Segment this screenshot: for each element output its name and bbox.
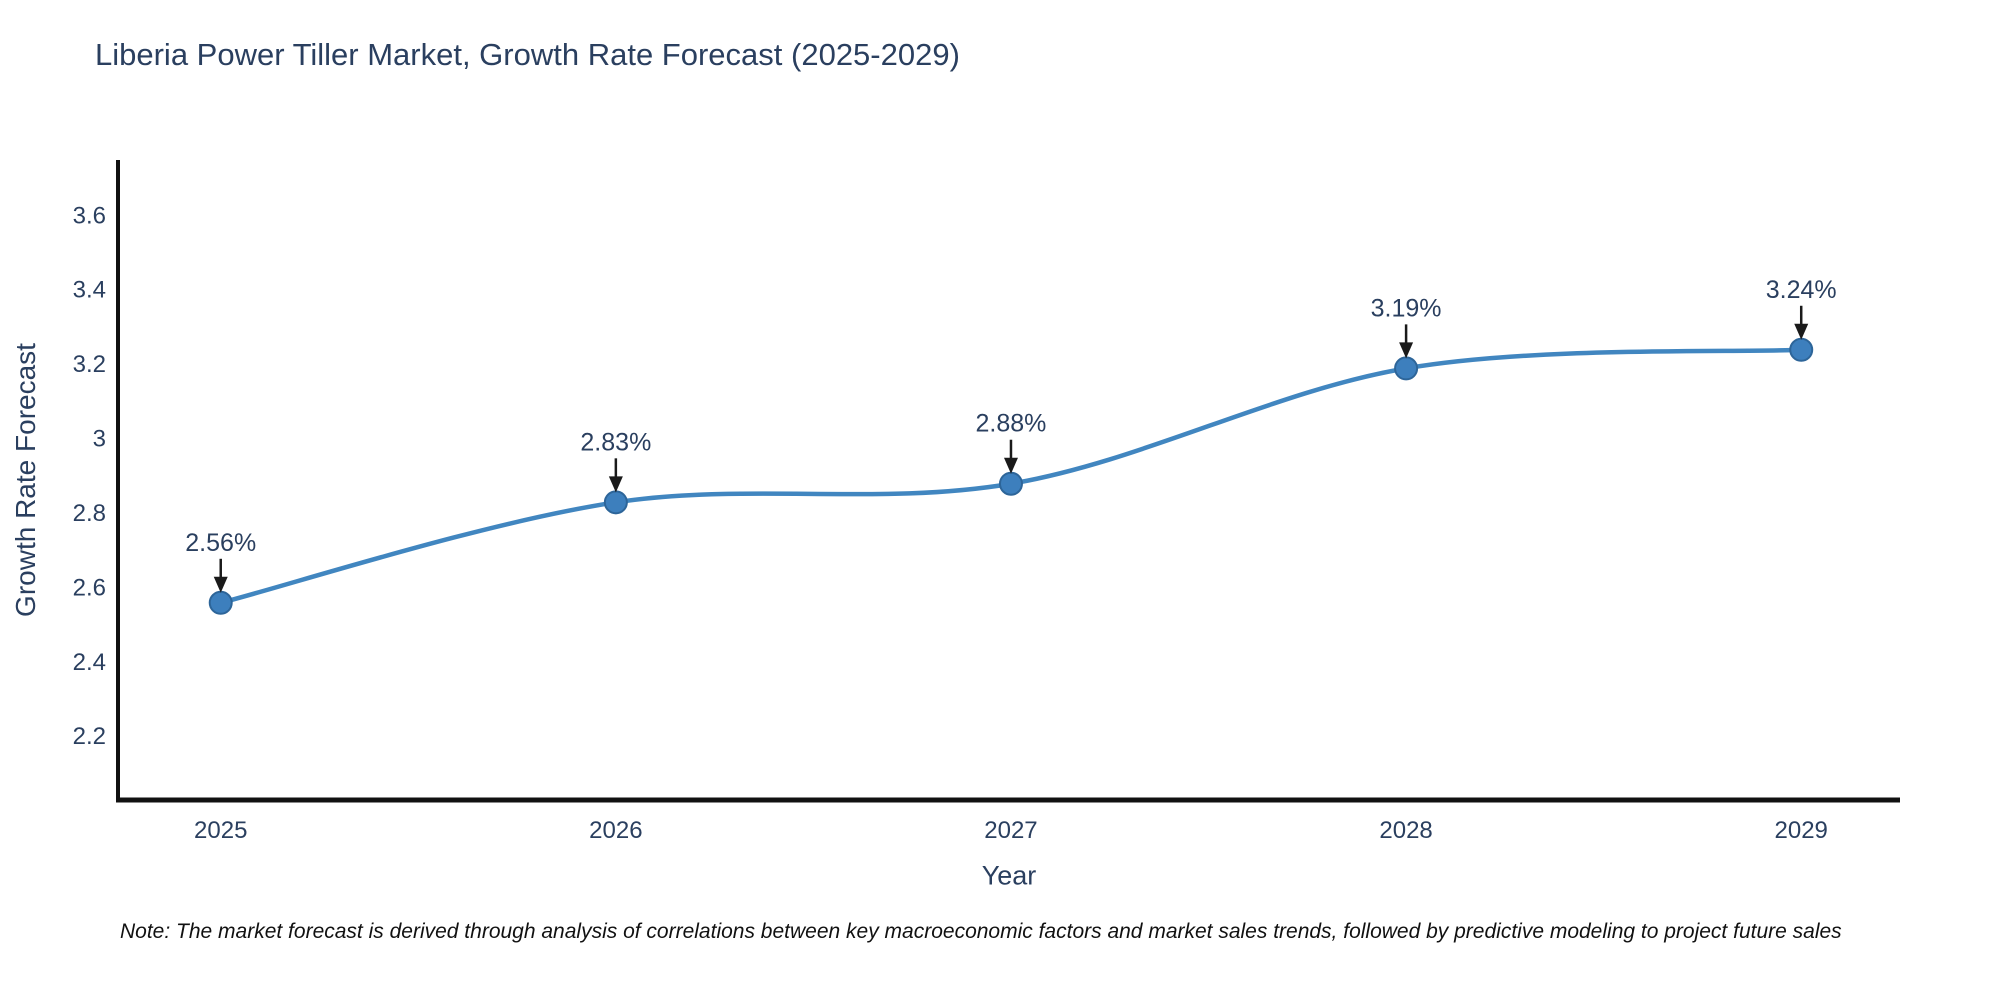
data-point-label: 2.83% <box>580 428 651 456</box>
data-point-marker[interactable] <box>1789 337 1814 362</box>
x-tick-label: 2028 <box>1379 817 1432 844</box>
data-point-marker[interactable] <box>1394 356 1419 381</box>
annotation-arrowhead-icon <box>213 576 228 593</box>
y-tick-label: 2.8 <box>73 500 106 527</box>
data-point-marker[interactable] <box>998 471 1023 496</box>
data-point-label: 3.24% <box>1766 276 1837 304</box>
chart-title: Liberia Power Tiller Market, Growth Rate… <box>95 37 960 72</box>
annotation-arrowhead-icon <box>1003 457 1018 474</box>
x-tick-label: 2025 <box>194 817 247 844</box>
annotation-arrowhead-icon <box>1399 342 1414 359</box>
footnote: Note: The market forecast is derived thr… <box>120 920 1842 943</box>
y-tick-label: 2.2 <box>73 723 106 750</box>
annotation-arrowhead-icon <box>1794 323 1809 340</box>
annotation-arrowhead-icon <box>608 476 623 493</box>
y-tick-label: 3.2 <box>73 351 106 378</box>
y-tick-label: 2.6 <box>73 574 106 601</box>
y-tick-label: 3.6 <box>73 202 106 229</box>
x-tick-label: 2026 <box>589 817 642 844</box>
data-point-marker[interactable] <box>603 490 628 515</box>
x-tick-label: 2027 <box>984 817 1037 844</box>
x-tick-label: 2029 <box>1775 817 1828 844</box>
data-point-label: 2.88% <box>976 410 1047 438</box>
y-tick-label: 3 <box>93 426 106 453</box>
data-point-marker[interactable] <box>208 590 233 615</box>
x-axis-title: Year <box>981 860 1037 891</box>
data-point-label: 3.19% <box>1371 294 1442 322</box>
y-tick-label: 2.4 <box>73 649 106 676</box>
data-point-label: 2.56% <box>185 529 256 557</box>
y-tick-label: 3.4 <box>73 277 106 304</box>
